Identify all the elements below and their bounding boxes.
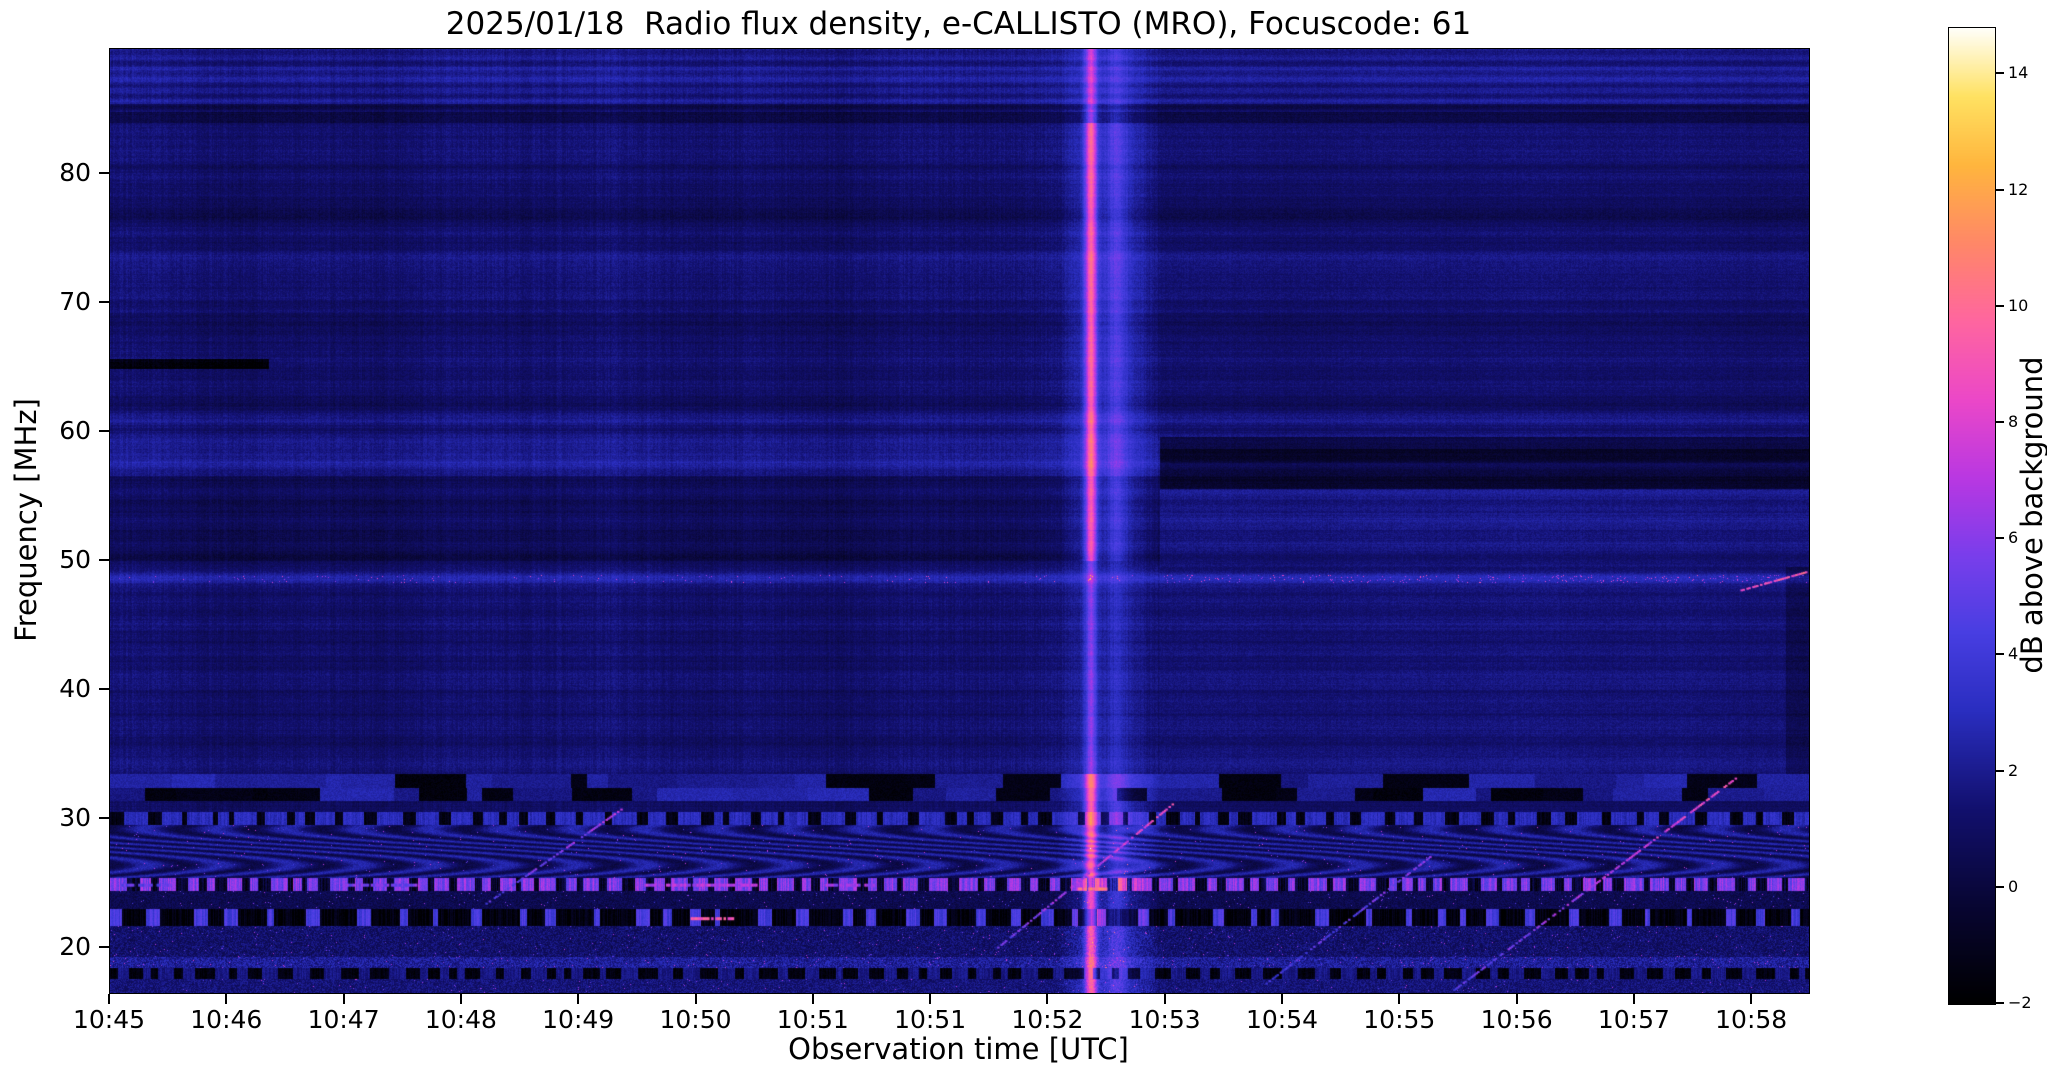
x-tick-label: 10:53 [1128,1005,1201,1034]
x-tick-label: 10:50 [659,1005,732,1034]
x-tick-mark [225,994,228,1004]
colorbar-tick-mark [1996,885,2004,888]
x-tick-mark [1046,994,1049,1004]
colorbar-tick-label: 4 [2008,644,2019,664]
x-tick-mark [459,994,462,1004]
x-tick-mark [1281,994,1283,1004]
x-tick-mark [1632,994,1635,1004]
x-tick-mark [1515,994,1518,1004]
x-tick-label: 10:55 [1363,1005,1436,1034]
x-tick-mark [694,994,697,1004]
x-tick-mark [811,994,814,1004]
colorbar-tick-label: 2 [2008,760,2019,780]
colorbar-tick-mark [1996,653,2004,656]
x-axis-label: Observation time [UTC] [788,1032,1129,1066]
colorbar-tick-label: 10 [2008,295,2029,315]
colorbar-tick-mark [1996,188,2004,191]
y-tick-label: 70 [59,287,91,317]
x-tick-label: 10:58 [1715,1005,1788,1034]
x-tick-label: 10:52 [1011,1005,1084,1034]
colorbar-tick-mark [1996,1002,2004,1004]
colorbar-tick-label: 6 [2008,528,2019,548]
y-tick-label: 50 [59,544,91,574]
x-tick-label: 10:49 [542,1005,615,1034]
colorbar-tick-mark [1996,769,2004,772]
colorbar-tick-label: 14 [2008,63,2029,83]
x-tick-label: 10:46 [190,1005,263,1034]
y-tick-mark [99,816,109,819]
colorbar-label: dB above background [2015,356,2047,674]
colorbar-tick-label: 0 [2008,876,2019,896]
colorbar-tick-mark [1996,72,2004,75]
y-tick-mark [99,945,109,948]
colorbar-tick-mark [1996,304,2004,307]
x-tick-label: 10:47 [307,1005,380,1034]
plot-area [109,48,1810,994]
chart-title: 2025/01/18 Radio flux density, e-CALLIST… [445,6,1472,42]
x-tick-label: 10:57 [1597,1005,1670,1034]
x-tick-label: 10:45 [72,1005,146,1034]
x-tick-mark [1750,994,1753,1004]
x-tick-label: 10:51 [894,1005,967,1034]
colorbar-tick-mark [1996,537,2004,540]
y-tick-mark [99,172,109,175]
y-tick-label: 20 [59,931,91,961]
x-tick-mark [577,994,580,1004]
colorbar-tick-label: 12 [2008,179,2029,199]
y-tick-mark [99,558,109,561]
y-tick-mark [99,301,109,304]
x-tick-label: 10:51 [776,1005,849,1034]
colorbar-tick-mark [1996,421,2004,424]
y-tick-mark [99,430,109,433]
x-tick-label: 10:48 [424,1005,497,1034]
x-tick-mark [1398,994,1401,1004]
y-tick-label: 30 [59,802,91,832]
x-tick-mark [342,994,345,1004]
x-tick-mark [108,994,110,1004]
x-tick-mark [929,994,932,1004]
colorbar-tick-label: −2 [2008,993,2032,1012]
x-tick-label: 10:54 [1245,1005,1319,1034]
x-tick-mark [1163,994,1166,1004]
colorbar-tick-label: 8 [2008,412,2019,432]
x-tick-label: 10:56 [1480,1005,1553,1034]
y-tick-label: 60 [59,416,91,446]
spectrogram-canvas [110,49,1809,993]
y-tick-label: 40 [59,673,91,703]
colorbar [1948,27,1996,1005]
colorbar-canvas [1949,28,1995,1004]
y-tick-mark [99,687,109,690]
y-tick-label: 80 [59,158,91,188]
